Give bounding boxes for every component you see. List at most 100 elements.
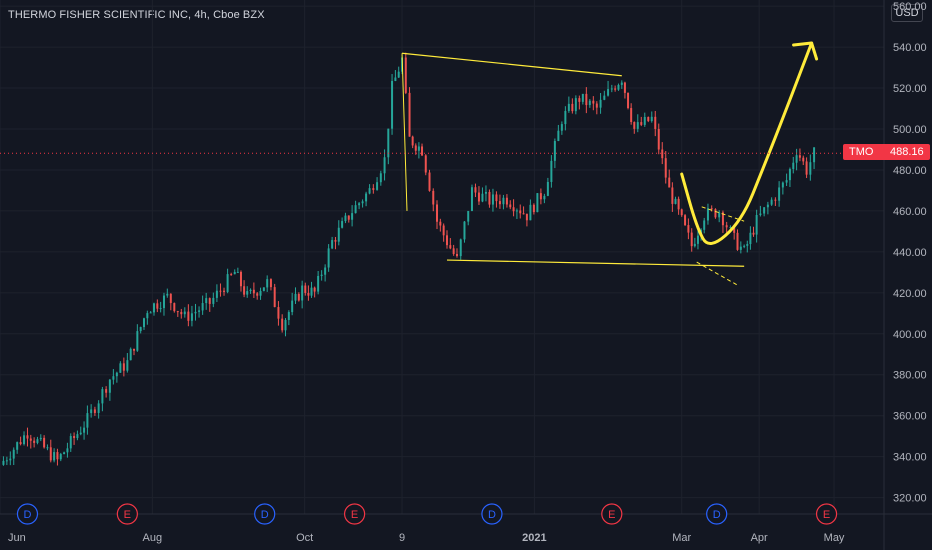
dividend-marker [706,503,728,525]
candle-body [159,308,162,310]
candle-body [647,116,650,122]
candle-body [344,215,347,222]
price-axis[interactable]: 320.00 340.00 360.00 380.00 400.00 420.00 440.… [883,0,927,550]
last-price-symbol: TMO [849,146,874,158]
candle-body [752,232,755,235]
candle-body [223,290,226,292]
candle-body [304,285,307,293]
candle-body [404,57,407,93]
candle-body [477,192,480,202]
candle-body [654,116,657,129]
y-tick-label: 360.00 [893,411,927,423]
candle-body [474,187,477,193]
candle-body [630,108,633,123]
candle-body [445,235,448,246]
candle-body [149,312,152,314]
candle-body [337,227,340,242]
candle-body [536,193,539,213]
candle-body [219,290,222,292]
candle-body [97,403,100,413]
candle-body [183,311,186,315]
lower-trendline [446,259,745,267]
time-axis[interactable]: Jun Aug Oct 9 2021 Mar Apr May [0,513,932,544]
candle-body [452,248,455,254]
candle-body [63,452,66,455]
candle-body [205,298,208,304]
candle-body [190,313,193,321]
candle-body [703,220,706,230]
candle-body [509,204,512,208]
candle-body [173,303,176,312]
candle-body [358,203,361,206]
projection-arrow [680,41,814,245]
candle-body [372,188,375,190]
candle-body [759,213,762,215]
candle-body [126,360,129,371]
candle-body [739,246,742,250]
earnings-marker-label: E [608,509,615,521]
candle-body [397,71,400,78]
x-tick-label: May [824,532,845,544]
last-price-value: 488.16 [890,146,924,158]
candle-body [90,409,93,414]
candle-body [194,311,197,314]
candle-body [5,460,8,462]
candle-body [26,435,29,439]
last-price-tag: TMO 488.16 [843,144,930,160]
y-tick-label: 480.00 [893,165,927,177]
candle-body [417,146,420,151]
candle-body [310,287,313,296]
candle-body [187,311,190,321]
dividend-marker [16,503,39,525]
candle-body [633,122,636,129]
upper-trendline [401,52,622,77]
candle-body [488,191,491,205]
candle-body [449,245,452,249]
candle-body [46,447,49,449]
candle-body [557,130,560,142]
candle-body [567,103,570,111]
candle-body [700,229,703,236]
earnings-marker-label: E [124,509,131,521]
candle-body [284,319,287,331]
candle-body [718,212,721,218]
candle-body [627,92,630,109]
candle-body [588,100,591,106]
candle-body [525,213,528,221]
candle-body [297,293,300,301]
candle-body [620,82,623,85]
candle-body [690,232,693,247]
candle-body [368,188,371,194]
currency-badge[interactable]: USD [891,4,923,22]
candle-body [746,244,749,246]
candle-body [802,157,805,162]
candle-body [484,191,487,194]
candle-body [215,290,218,298]
candle-body [86,413,89,428]
candle-body [603,95,606,100]
candle-body [408,92,411,137]
candle-body [262,287,265,291]
candle-body [470,187,473,211]
x-tick-label: Aug [143,532,163,544]
candle-body [230,274,233,276]
candle-body [93,409,96,413]
candle-body [307,292,310,296]
candle-body [491,194,494,205]
candle-body [387,128,390,158]
candle-body [347,215,350,220]
candle-body [269,279,272,288]
candle-body [277,307,280,319]
candle-body [201,303,204,311]
candle-body [351,213,354,220]
candle-body [12,449,15,459]
drawings [401,41,819,286]
candle-body [281,318,284,331]
candle-body [668,177,671,188]
candle-body [436,204,439,222]
candle-body [785,180,788,183]
candle-body [519,210,522,214]
chart-title: THERMO FISHER SCIENTIFIC INC, 4h, Cboe B… [8,9,265,21]
